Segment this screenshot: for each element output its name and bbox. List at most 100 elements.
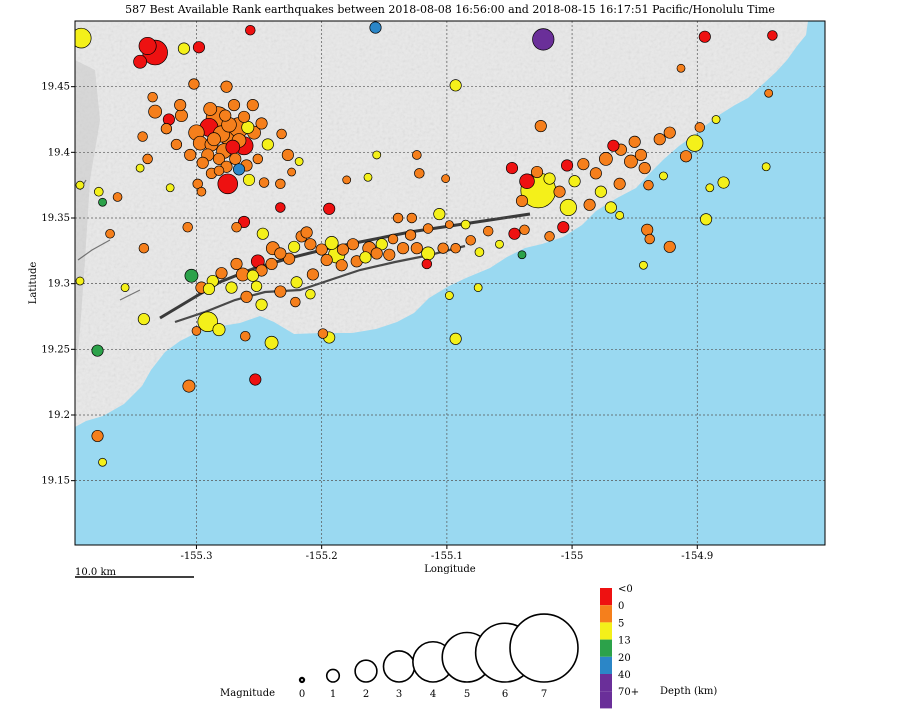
earthquake-point[interactable] <box>607 139 620 152</box>
earthquake-point[interactable] <box>207 132 221 147</box>
earthquake-point[interactable] <box>290 276 303 289</box>
earthquake-point[interactable] <box>450 242 461 254</box>
earthquake-point[interactable] <box>700 213 713 226</box>
earthquake-point[interactable] <box>258 177 270 188</box>
earthquake-point[interactable] <box>276 128 287 140</box>
earthquake-point[interactable] <box>142 153 153 165</box>
earthquake-point[interactable] <box>370 247 383 260</box>
earthquake-point[interactable] <box>422 223 434 234</box>
earthquake-point[interactable] <box>505 162 519 175</box>
earthquake-point[interactable] <box>212 323 226 337</box>
earthquake-point[interactable] <box>346 238 360 251</box>
earthquake-point[interactable] <box>589 167 602 180</box>
earthquake-point[interactable] <box>369 21 382 34</box>
earthquake-point[interactable] <box>639 260 648 270</box>
earthquake-point[interactable] <box>473 283 483 292</box>
earthquake-point[interactable] <box>583 198 596 211</box>
earthquake-point[interactable] <box>363 172 373 182</box>
earthquake-point[interactable] <box>532 28 555 51</box>
earthquake-point[interactable] <box>534 120 547 133</box>
earthquake-point[interactable] <box>515 194 529 207</box>
earthquake-point[interactable] <box>638 162 651 175</box>
earthquake-point[interactable] <box>217 173 239 195</box>
earthquake-point[interactable] <box>240 330 251 342</box>
earthquake-point[interactable] <box>392 212 404 224</box>
earthquake-point[interactable] <box>305 288 316 300</box>
earthquake-point[interactable] <box>577 158 590 171</box>
earthquake-point[interactable] <box>275 202 286 213</box>
earthquake-point[interactable] <box>414 168 425 179</box>
earthquake-point[interactable] <box>184 268 199 283</box>
earthquake-point[interactable] <box>283 252 296 265</box>
earthquake-point[interactable] <box>147 91 158 103</box>
earthquake-point[interactable] <box>717 176 730 189</box>
earthquake-point[interactable] <box>641 223 654 236</box>
earthquake-point[interactable] <box>203 102 218 116</box>
earthquake-point[interactable] <box>375 238 388 251</box>
earthquake-point[interactable] <box>634 148 647 162</box>
earthquake-point[interactable] <box>275 178 286 190</box>
earthquake-point[interactable] <box>604 201 617 214</box>
earthquake-point[interactable] <box>465 235 476 246</box>
earthquake-point[interactable] <box>594 185 607 198</box>
earthquake-point[interactable] <box>764 88 774 98</box>
earthquake-point[interactable] <box>71 27 92 49</box>
earthquake-point[interactable] <box>336 243 349 256</box>
earthquake-point[interactable] <box>644 233 655 245</box>
earthquake-point[interactable] <box>317 328 329 339</box>
earthquake-point[interactable] <box>396 242 410 255</box>
earthquake-point[interactable] <box>255 117 268 130</box>
earthquake-point[interactable] <box>182 379 196 393</box>
earthquake-point[interactable] <box>237 215 251 228</box>
earthquake-point[interactable] <box>404 229 417 241</box>
earthquake-point[interactable] <box>449 332 462 345</box>
earthquake-point[interactable] <box>160 123 173 135</box>
earthquake-point[interactable] <box>229 152 242 165</box>
earthquake-point[interactable] <box>441 174 450 183</box>
earthquake-point[interactable] <box>241 120 255 134</box>
earthquake-point[interactable] <box>202 282 216 295</box>
earthquake-point[interactable] <box>767 30 778 41</box>
earthquake-point[interactable] <box>261 138 274 151</box>
earthquake-point[interactable] <box>148 104 163 119</box>
earthquake-point[interactable] <box>643 179 654 191</box>
earthquake-point[interactable] <box>306 268 319 281</box>
earthquake-point[interactable] <box>372 150 382 160</box>
earthquake-point[interactable] <box>421 258 433 270</box>
earthquake-point[interactable] <box>359 251 372 264</box>
earthquake-point[interactable] <box>694 122 706 133</box>
earthquake-point[interactable] <box>165 183 175 193</box>
earthquake-point[interactable] <box>290 296 301 308</box>
earthquake-point[interactable] <box>138 36 157 55</box>
earthquake-point[interactable] <box>412 150 422 160</box>
earthquake-point[interactable] <box>445 291 454 300</box>
earthquake-point[interactable] <box>212 152 226 165</box>
earthquake-point[interactable] <box>568 175 581 188</box>
earthquake-point[interactable] <box>294 157 304 166</box>
earthquake-point[interactable] <box>75 180 85 190</box>
earthquake-point[interactable] <box>250 280 263 292</box>
earthquake-point[interactable] <box>174 109 188 123</box>
earthquake-point[interactable] <box>255 298 268 311</box>
earthquake-point[interactable] <box>323 202 336 215</box>
earthquake-point[interactable] <box>288 240 301 253</box>
earthquake-point[interactable] <box>184 148 197 162</box>
earthquake-point[interactable] <box>120 283 130 292</box>
earthquake-point[interactable] <box>474 247 485 257</box>
earthquake-point[interactable] <box>219 109 232 122</box>
earthquake-point[interactable] <box>519 224 530 236</box>
earthquake-point[interactable] <box>517 250 527 260</box>
earthquake-point[interactable] <box>624 154 638 169</box>
earthquake-point[interactable] <box>137 131 148 142</box>
earthquake-point[interactable] <box>249 373 262 386</box>
earthquake-point[interactable] <box>135 163 145 173</box>
earthquake-point[interactable] <box>196 156 209 169</box>
earthquake-point[interactable] <box>192 178 203 190</box>
earthquake-point[interactable] <box>553 185 566 198</box>
earthquake-point[interactable] <box>615 210 625 220</box>
earthquake-point[interactable] <box>561 159 574 172</box>
earthquake-point[interactable] <box>559 198 577 217</box>
earthquake-point[interactable] <box>676 63 686 73</box>
earthquake-point[interactable] <box>93 186 104 197</box>
earthquake-point[interactable] <box>383 248 396 261</box>
